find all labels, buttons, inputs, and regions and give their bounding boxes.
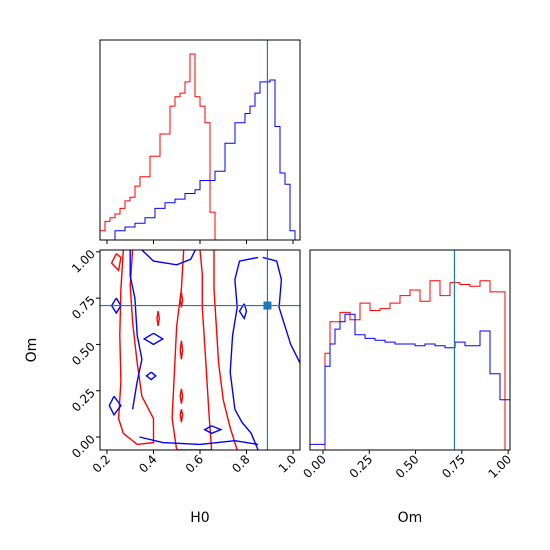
contour-layer (108, 250, 300, 450)
om-x-axis-label: Om (398, 510, 423, 526)
blue-contour-7 (145, 371, 157, 381)
h0-x-tick-label: 0.4 (136, 452, 159, 475)
blue-contour-1 (129, 250, 143, 410)
red-contour-3 (110, 253, 122, 272)
om-x-tick-label: 0.00 (300, 452, 329, 481)
blue-contour-6 (142, 332, 165, 346)
blue-contour-10 (139, 436, 259, 446)
panel-frame (99, 39, 301, 241)
om-y-tick-label: 1.00 (69, 247, 98, 276)
red-contour-5 (179, 292, 184, 308)
om-y-tick-label: 0.25 (69, 386, 98, 415)
om-histogram-panel: 0.00 0.25 0.50 0.75 1.00 Om (300, 249, 514, 526)
blue-contour-3 (262, 256, 300, 364)
om-x-tick-label: 0.75 (439, 452, 468, 481)
blue-contour-8 (238, 303, 248, 321)
truth-marker (263, 301, 272, 310)
panel-frame (309, 249, 511, 451)
h0-x-tick-label: 0.6 (183, 452, 206, 475)
red-contour-0 (117, 250, 155, 446)
joint-contour-panel: 0.2 0.4 0.6 0.8 1.0 0.00 0.25 0.50 0.75 1.00 H0 Om (24, 247, 301, 526)
blue-contour-4 (110, 297, 122, 315)
om-y-tick-label: 0.50 (69, 339, 98, 368)
h0-x-axis-label: H0 (190, 510, 209, 526)
om-y-axis-label: Om (24, 338, 40, 363)
h0-histogram-panel (99, 39, 301, 244)
blue-contour-2 (229, 256, 259, 450)
om-y-tick-label: 0.00 (69, 432, 98, 461)
red-contour-8 (179, 409, 184, 423)
h0-x-tick-label: 0.2 (90, 452, 113, 475)
red-contour-1 (171, 250, 213, 450)
blue-contour-0 (141, 250, 196, 266)
h0-x-tick-label: 1.0 (276, 452, 299, 475)
om-x-tick-label: 0.25 (347, 452, 376, 481)
om-x-tick-label: 0.50 (393, 452, 422, 481)
red-contour-7 (179, 388, 184, 404)
om-x-tick-label: 1.00 (485, 452, 514, 481)
red-contour-2 (213, 250, 238, 450)
red-contour-6 (179, 340, 184, 360)
om-y-tick-label: 0.75 (69, 293, 98, 322)
om-histogram-blue (309, 313, 511, 450)
h0-x-tick-label: 0.8 (229, 452, 252, 475)
blue-contour-5 (108, 395, 122, 417)
red-contour-4 (156, 310, 161, 327)
om-histogram-red (310, 280, 510, 451)
h0-histogram-blue (100, 79, 300, 241)
blue-contour-9 (203, 425, 223, 435)
